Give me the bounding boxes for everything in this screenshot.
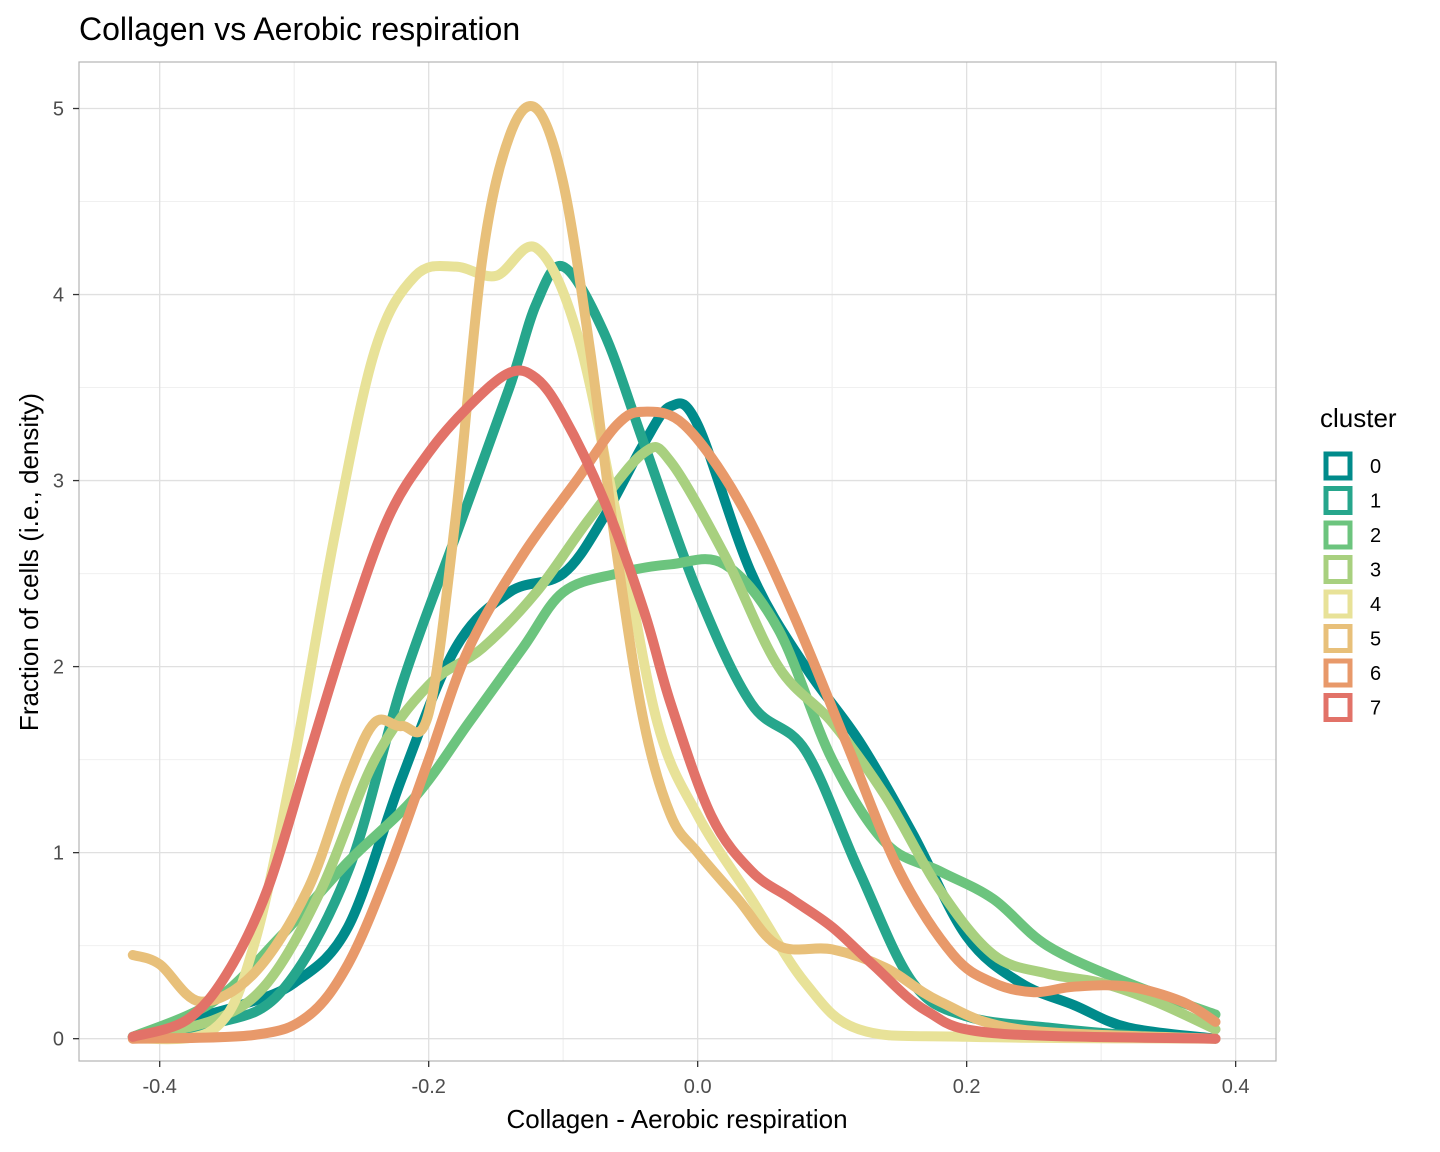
density-line-cluster-6: [127, 406, 1221, 1044]
x-tick-label: 0.4: [1222, 1076, 1250, 1098]
x-tick-label: -0.4: [142, 1076, 176, 1098]
x-tick-label: 0.2: [953, 1076, 981, 1098]
density-line-cluster-4: [127, 241, 1221, 1045]
legend-key-cluster-5: [1323, 624, 1353, 653]
y-axis-ticks: 0 1 2 3 4 5: [53, 99, 79, 1051]
y-axis-title: Fraction of cells (i.e., density): [14, 393, 44, 731]
legend-label-cluster-7: 7: [1370, 698, 1381, 720]
legend-label-cluster-2: 2: [1370, 525, 1381, 547]
y-tick-label: 5: [53, 99, 64, 121]
legend-key-cluster-6: [1323, 658, 1353, 688]
x-tick-label: 0.0: [684, 1076, 712, 1098]
legend-label-cluster-6: 6: [1370, 663, 1381, 685]
legend-key-cluster-7: [1323, 693, 1353, 722]
legend-key-cluster-2: [1323, 520, 1353, 550]
legend-label-cluster-0: 0: [1370, 456, 1381, 478]
legend-key-cluster-3: [1323, 555, 1353, 584]
x-axis-title: Collagen - Aerobic respiration: [506, 1104, 847, 1134]
legend-label-cluster-4: 4: [1370, 594, 1381, 616]
legend-key-cluster-1: [1323, 486, 1353, 515]
density-line-cluster-5: [127, 101, 1221, 1044]
chart-title: Collagen vs Aerobic respiration: [79, 11, 520, 47]
density-line-cluster-2: [127, 554, 1221, 1042]
density-line-cluster-3: [127, 442, 1221, 1042]
legend-title: cluster: [1320, 403, 1397, 433]
y-tick-label: 0: [53, 1029, 64, 1051]
x-tick-label: -0.2: [411, 1076, 445, 1098]
legend-label-cluster-3: 3: [1370, 560, 1381, 582]
y-tick-label: 3: [53, 471, 64, 493]
plot-border: [78, 61, 1277, 1062]
legend-label-cluster-1: 1: [1370, 491, 1381, 513]
y-tick-label: 1: [53, 843, 64, 865]
legend-label-cluster-5: 5: [1370, 629, 1381, 651]
legend-key-cluster-4: [1323, 589, 1353, 619]
legend-key-cluster-0: [1323, 451, 1353, 481]
density-lines: [127, 101, 1221, 1045]
y-tick-label: 4: [53, 285, 64, 307]
y-tick-label: 2: [53, 657, 64, 679]
density-line-cluster-7: [127, 365, 1221, 1044]
legend: cluster 0 1 2 3 4 5 6 7: [1320, 403, 1397, 722]
x-axis-ticks: -0.4 -0.2 0.0 0.2 0.4: [142, 1061, 1250, 1098]
